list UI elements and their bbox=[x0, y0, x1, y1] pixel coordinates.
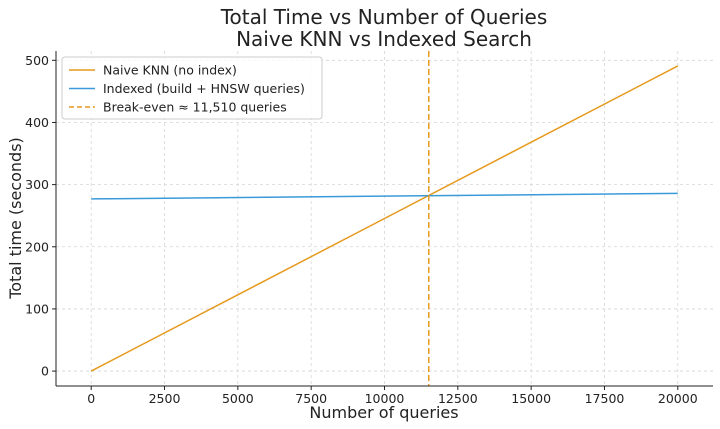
y-tick-label: 0 bbox=[41, 364, 49, 379]
legend-item-naive-knn: Naive KNN (no index) bbox=[69, 63, 237, 78]
x-tick-label: 12500 bbox=[438, 391, 478, 406]
x-axis-label: Number of queries bbox=[309, 403, 458, 422]
x-tick-label: 0 bbox=[87, 391, 95, 406]
legend-label: Break-even ≈ 11,510 queries bbox=[103, 100, 287, 115]
x-tick-label: 2500 bbox=[149, 391, 181, 406]
legend: Naive KNN (no index) Indexed (build + HNS… bbox=[61, 56, 323, 120]
y-tick-label: 200 bbox=[25, 239, 49, 254]
x-tick-label: 17500 bbox=[585, 391, 625, 406]
legend-label: Indexed (build + HNSW queries) bbox=[103, 81, 305, 96]
legend-item-break-even: Break-even ≈ 11,510 queries bbox=[69, 100, 287, 115]
chart-title: Total Time vs Number of Queries bbox=[220, 5, 548, 29]
x-tick-label: 10000 bbox=[365, 391, 405, 406]
legend-item-indexed: Indexed (build + HNSW queries) bbox=[69, 81, 305, 96]
legend-label: Naive KNN (no index) bbox=[103, 63, 237, 78]
y-tick-label: 500 bbox=[25, 53, 49, 68]
y-tick-label: 400 bbox=[25, 115, 49, 130]
ticks: 0 2500 5000 7500 10000 12500 15000 17500 20000 0 1… bbox=[25, 53, 698, 406]
y-axis-label: Total time (seconds) bbox=[6, 137, 25, 300]
x-tick-label: 15000 bbox=[511, 391, 551, 406]
x-tick-label: 7500 bbox=[295, 391, 327, 406]
x-tick-label: 20000 bbox=[658, 391, 698, 406]
y-tick-label: 100 bbox=[25, 301, 49, 316]
legend-box bbox=[61, 56, 323, 120]
series-indexed-line bbox=[91, 192, 678, 200]
series-naive-knn-line bbox=[90, 65, 679, 372]
y-tick-label: 300 bbox=[25, 177, 49, 192]
series-layer bbox=[90, 51, 679, 386]
chart-subtitle: Naive KNN vs Indexed Search bbox=[236, 27, 532, 51]
x-tick-label: 5000 bbox=[222, 391, 254, 406]
